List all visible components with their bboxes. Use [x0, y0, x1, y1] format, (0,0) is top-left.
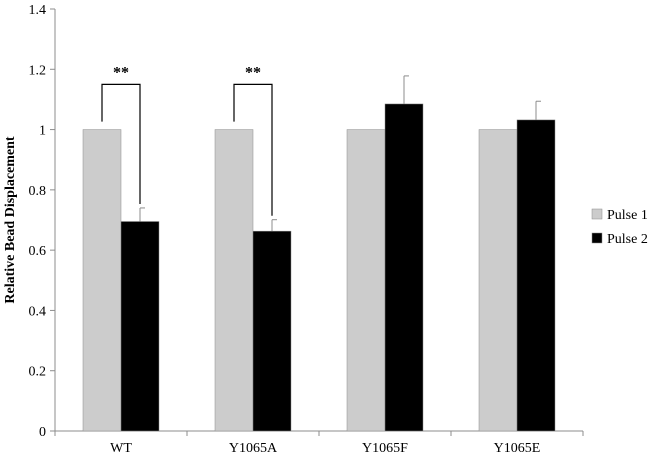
- x-tick-label-y1065f: Y1065F: [362, 441, 408, 456]
- y-tick-label: 1: [39, 124, 46, 139]
- bar-pulse-2-y1065a: [252, 230, 292, 432]
- bar-pulse-2-y1065e: [516, 119, 556, 432]
- y-tick-label: 1.2: [29, 63, 47, 78]
- significance-label-wt: **: [113, 64, 129, 81]
- x-tick-label-wt: WT: [110, 441, 132, 456]
- y-tick-label: 0.8: [29, 184, 47, 199]
- bar-pulse-1-y1065e: [478, 129, 518, 432]
- legend-swatch-pulse-1: [591, 208, 603, 220]
- x-tick-label-y1065a: Y1065A: [229, 441, 278, 456]
- annotations-layer: ** **: [101, 64, 273, 216]
- bar-pulse-1-y1065a: [214, 129, 254, 432]
- axes-layer: 0 0.2 0.4 0.6 0.8 1 1.2 1.4 WT Y1065A Y1065F Y1065E…: [3, 3, 584, 456]
- bar-pulse-2-wt: [120, 221, 160, 432]
- y-tick-label: 1.4: [29, 3, 47, 18]
- significance-bracket-wt: [101, 83, 141, 204]
- y-tick-label: 0: [39, 425, 46, 440]
- legend-swatch-pulse-2: [591, 232, 603, 244]
- y-axis-title: Relative Bead Displacement: [3, 136, 18, 304]
- significance-bracket-y1065a: [233, 83, 273, 216]
- y-tick-label: 0.4: [29, 304, 47, 319]
- legend-label-pulse-2: Pulse 2: [607, 232, 648, 247]
- bar-pulse-1-y1065f: [346, 129, 386, 432]
- bar-pulse-2-y1065f: [384, 103, 424, 432]
- significance-label-y1065a: **: [245, 64, 261, 81]
- x-tick-label-y1065e: Y1065E: [494, 441, 541, 456]
- legend-label-pulse-1: Pulse 1: [607, 208, 648, 223]
- y-tick-label: 0.6: [29, 244, 47, 259]
- bars-layer: [82, 103, 556, 432]
- bar-pulse-1-wt: [82, 129, 122, 432]
- legend: Pulse 1 Pulse 2: [591, 208, 648, 247]
- y-tick-label: 0.2: [29, 365, 47, 380]
- error-bars-layer: [139, 75, 541, 232]
